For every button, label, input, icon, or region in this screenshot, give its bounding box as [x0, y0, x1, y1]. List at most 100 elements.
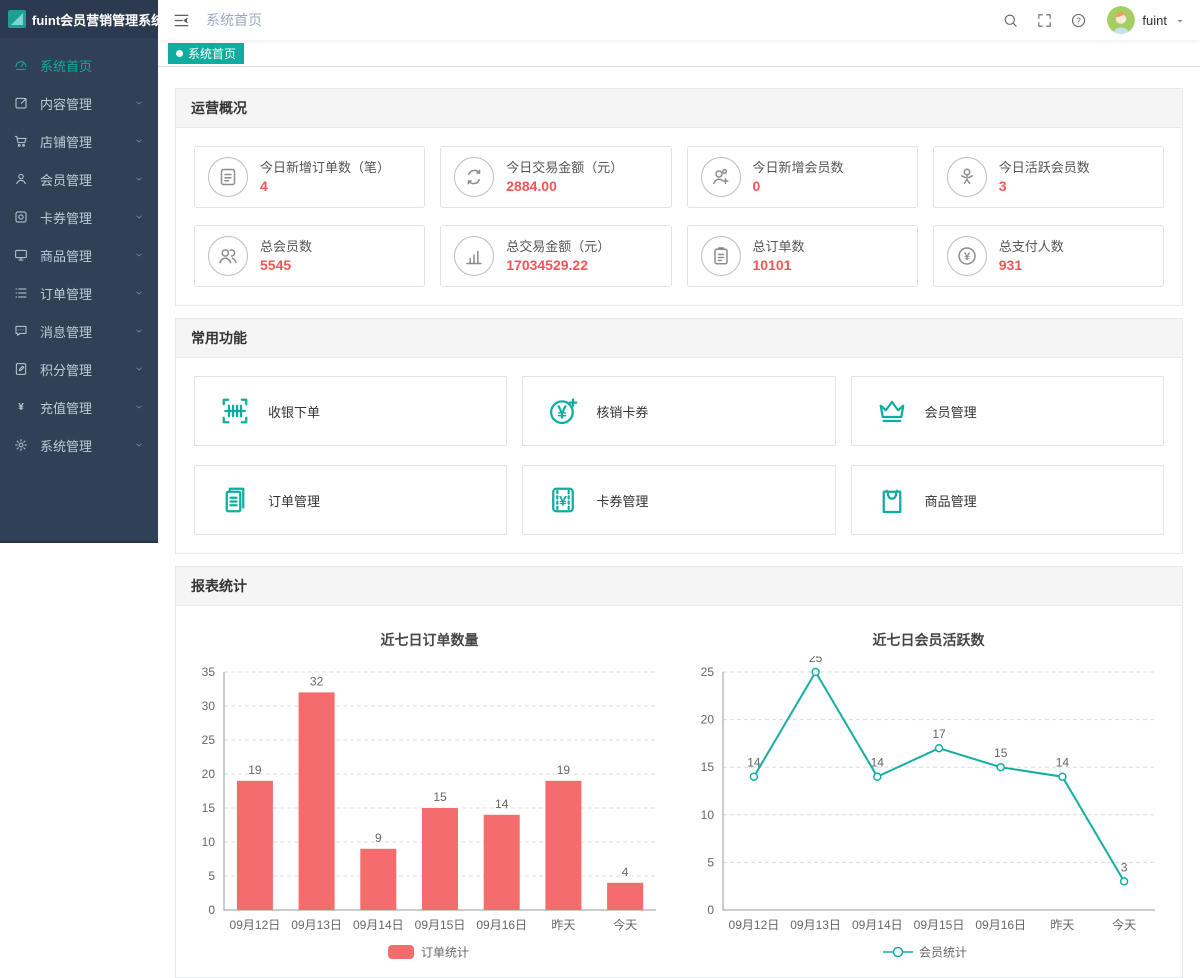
- svg-text:25: 25: [700, 665, 714, 679]
- svg-text:20: 20: [700, 713, 714, 727]
- svg-text:09月12日: 09月12日: [229, 918, 280, 932]
- function-label: 收银下单: [268, 404, 321, 420]
- sidebar-item-cart[interactable]: 店铺管理: [0, 122, 158, 160]
- function-card-barcode-scan[interactable]: 收银下单: [194, 376, 508, 446]
- svg-text:4: 4: [621, 865, 628, 879]
- stat-value: 2884.00: [506, 178, 557, 195]
- stats-grid: 今日新增订单数（笔） 4 今日交易金额（元） 2884.00 今日新增会员数 0 今日活跃会…: [194, 146, 1164, 287]
- charts-row: 近七日订单数量 0 5 10 15 20 25 30 35 09月12日 09月13日 09月14日…: [176, 606, 1182, 977]
- sidebar-item-label: 充值管理: [40, 400, 93, 416]
- sidebar-item-label: 会员管理: [40, 172, 93, 188]
- list-icon: [13, 285, 29, 301]
- svg-text:0: 0: [208, 903, 215, 917]
- chevron-down-icon: [133, 287, 145, 299]
- function-card-crown[interactable]: 会员管理: [850, 376, 1164, 446]
- tab-home[interactable]: 系统首页: [168, 42, 245, 64]
- chevron-down-icon: [133, 363, 145, 375]
- chevron-down-icon: [133, 135, 145, 147]
- sidebar-item-label: 系统首页: [40, 58, 93, 74]
- svg-text:25: 25: [201, 733, 215, 747]
- sidebar-item-recharge[interactable]: ¥ 充值管理: [0, 388, 158, 426]
- sidebar-item-card[interactable]: 卡券管理: [0, 198, 158, 236]
- user-icon: [13, 171, 29, 187]
- user-dropdown[interactable]: fuint: [1107, 6, 1186, 34]
- chevron-down-icon: [133, 249, 145, 261]
- barcode-scan-icon: [217, 393, 253, 429]
- svg-text:14: 14: [870, 756, 884, 770]
- chevron-down-icon: [133, 401, 145, 413]
- function-card-order-docs[interactable]: 订单管理: [194, 465, 508, 535]
- dashboard-icon: [13, 57, 29, 73]
- stat-value: 5545: [260, 257, 292, 274]
- sidebar-item-message[interactable]: 消息管理: [0, 312, 158, 350]
- sidebar-item-user[interactable]: 会员管理: [0, 160, 158, 198]
- stat-card: ¥ 总支付人数 931: [932, 225, 1164, 287]
- sidebar-item-edit[interactable]: 内容管理: [0, 84, 158, 122]
- svg-text:09月15日: 09月15日: [414, 918, 465, 932]
- breadcrumb: 系统首页: [206, 12, 262, 28]
- stat-value: 3: [998, 178, 1007, 195]
- stat-card: 今日交易金额（元） 2884.00: [440, 146, 672, 208]
- svg-text:¥: ¥: [964, 251, 971, 263]
- sidebar-item-points[interactable]: 积分管理: [0, 350, 158, 388]
- sidebar-item-dashboard[interactable]: 系统首页: [0, 46, 158, 84]
- sidebar-item-label: 系统管理: [40, 438, 93, 454]
- svg-text:15: 15: [700, 760, 714, 774]
- bar-chart-canvas: 0 5 10 15 20 25 30 35 09月12日 09月13日 09月14日 09月15日 09…: [188, 656, 672, 973]
- users-group-icon: [208, 236, 248, 276]
- edit-icon: [13, 95, 29, 111]
- help-icon[interactable]: ?: [1070, 12, 1087, 29]
- svg-text:会员统计: 会员统计: [919, 946, 967, 960]
- chevron-down-icon: [133, 325, 145, 337]
- panel-functions: 常用功能 收银下单 ¥ 核销卡券 会员管理 订单管理 ¥ 卡券管理 商品管理: [175, 318, 1183, 554]
- shopping-bag-icon: [874, 482, 910, 518]
- sidebar-item-gear[interactable]: 系统管理: [0, 426, 158, 464]
- panel-functions-title: 常用功能: [176, 319, 1182, 358]
- function-label: 商品管理: [924, 493, 977, 509]
- app-header: 系统首页 ? fuint: [158, 0, 1200, 40]
- function-label: 卡券管理: [596, 493, 649, 509]
- svg-text:0: 0: [707, 903, 714, 917]
- app-logo[interactable]: fuint会员营销管理系统: [0, 0, 164, 38]
- stat-card: 总订单数 10101: [686, 225, 918, 287]
- cart-icon: [13, 133, 29, 149]
- sidebar-item-list[interactable]: 订单管理: [0, 274, 158, 312]
- function-card-shopping-bag[interactable]: 商品管理: [850, 465, 1164, 535]
- stat-value: 17034529.22: [506, 257, 589, 274]
- svg-text:15: 15: [433, 790, 447, 804]
- svg-text:09月15日: 09月15日: [913, 918, 964, 932]
- sidebar-collapse-icon[interactable]: [172, 11, 191, 30]
- function-label: 订单管理: [268, 493, 321, 509]
- function-label: 核销卡券: [596, 404, 649, 420]
- sidebar-item-goods[interactable]: 商品管理: [0, 236, 158, 274]
- sidebar-item-label: 订单管理: [40, 286, 93, 302]
- members-line-chart: 近七日会员活跃数 0 5 10 15 20 25 09月12日 09月13日 09月14日 09月…: [679, 630, 1178, 973]
- svg-text:09月14日: 09月14日: [851, 918, 902, 932]
- function-card-verify-coupon[interactable]: ¥ 核销卡券: [522, 376, 836, 446]
- stat-card: 总会员数 5545: [194, 225, 426, 287]
- recharge-icon: ¥: [13, 399, 29, 415]
- svg-text:?: ?: [1077, 16, 1082, 25]
- svg-text:今天: 今天: [613, 917, 637, 932]
- tab-label: 系统首页: [188, 46, 237, 61]
- crown-icon: [874, 393, 910, 429]
- svg-text:19: 19: [248, 763, 262, 777]
- svg-text:昨天: 昨天: [551, 918, 575, 932]
- svg-text:昨天: 昨天: [1050, 918, 1074, 932]
- svg-text:¥: ¥: [18, 402, 24, 413]
- caret-down-icon: [1174, 14, 1186, 26]
- stat-card: 今日新增会员数 0: [686, 146, 918, 208]
- app-logo-icon: [8, 10, 26, 28]
- search-icon[interactable]: [1002, 12, 1019, 29]
- goods-icon: [13, 247, 29, 263]
- functions-grid: 收银下单 ¥ 核销卡券 会员管理 订单管理 ¥ 卡券管理 商品管理: [194, 376, 1164, 535]
- function-card-coupon[interactable]: ¥ 卡券管理: [522, 465, 836, 535]
- chevron-down-icon: [133, 439, 145, 451]
- sidebar-item-label: 卡券管理: [40, 210, 93, 226]
- svg-text:¥: ¥: [557, 403, 567, 423]
- svg-text:17: 17: [932, 727, 946, 741]
- stat-label: 今日活跃会员数: [998, 159, 1090, 175]
- svg-text:10: 10: [201, 835, 215, 849]
- stat-label: 今日新增会员数: [752, 159, 844, 175]
- fullscreen-icon[interactable]: [1036, 12, 1053, 29]
